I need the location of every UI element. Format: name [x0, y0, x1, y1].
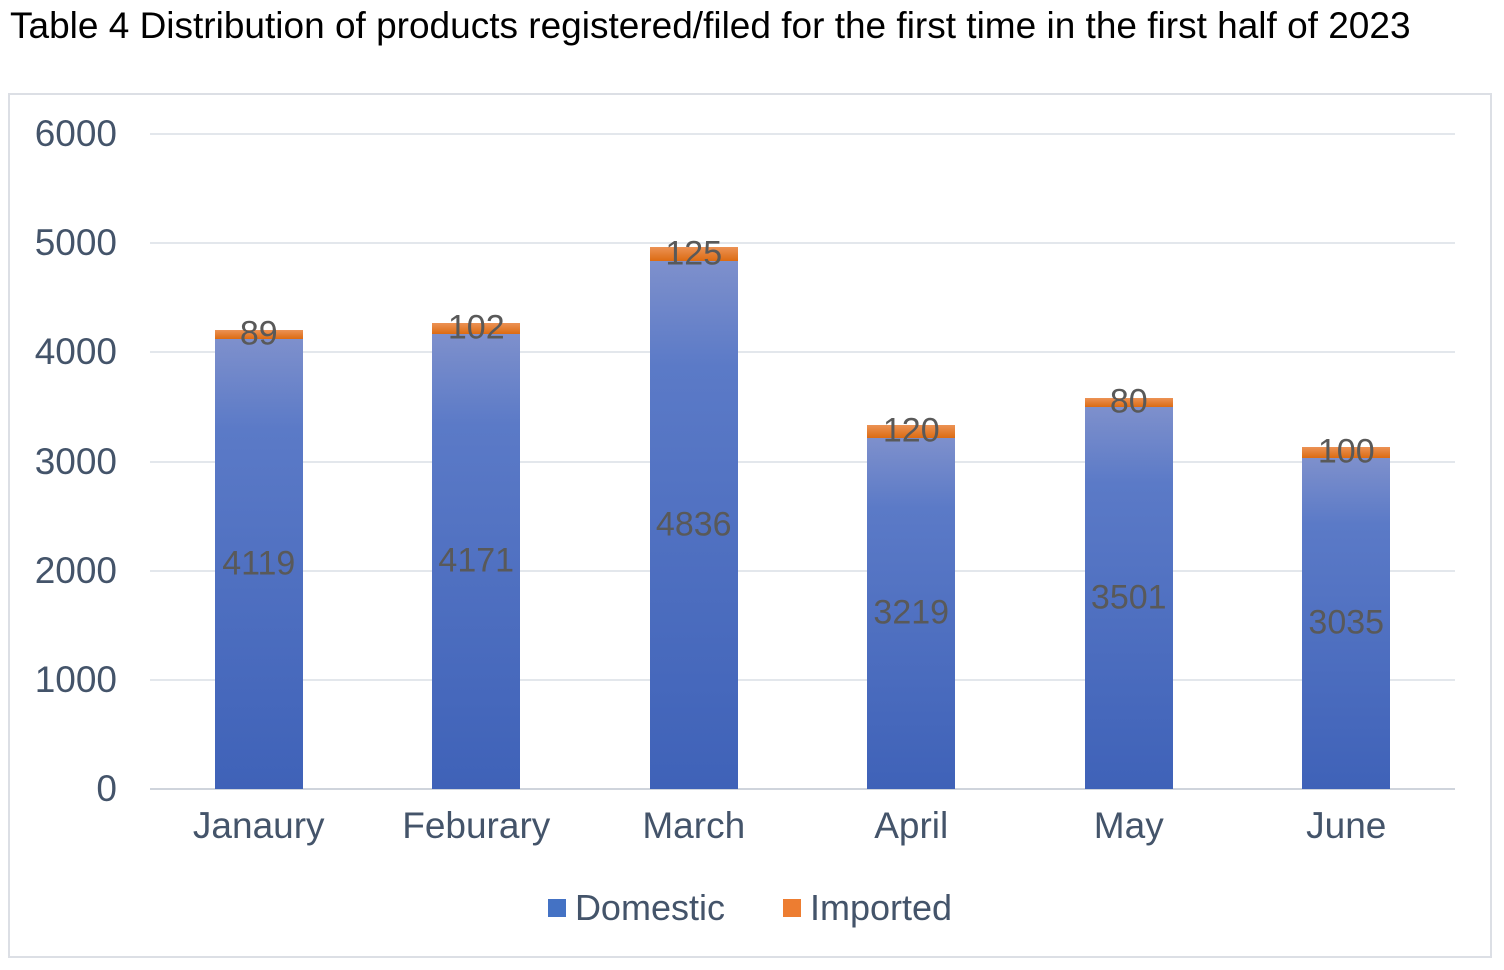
imported-value-label: 80 — [1109, 382, 1148, 421]
domestic-bar-segment: 3035 — [1302, 457, 1391, 789]
domestic-value-label: 4119 — [222, 544, 296, 583]
domestic-value-label: 3501 — [1090, 578, 1167, 617]
domestic-value-label: 4171 — [438, 541, 515, 580]
y-axis: 0 1000 2000 3000 4000 5000 6000 — [10, 113, 117, 809]
imported-value-label: 125 — [665, 234, 723, 273]
legend-domestic-swatch-icon — [547, 899, 566, 917]
stacked-bar: 125 4836 — [649, 235, 738, 789]
stacked-bar: 120 3219 — [867, 412, 956, 789]
gridline — [150, 678, 1455, 681]
imported-bar-segment: 125 — [649, 235, 738, 273]
imported-value-label: 100 — [1317, 432, 1375, 471]
gridline — [150, 569, 1455, 572]
x-axis-category-label: Janaury — [192, 805, 325, 846]
x-axis-category-label: Feburary — [402, 805, 551, 846]
domestic-bar-segment: 4119 — [214, 339, 303, 789]
x-axis: Janaury Feburary March April May June — [150, 805, 1455, 847]
chart-frame: 0 1000 2000 3000 4000 5000 6000 89 4119 102 4171 1… — [8, 93, 1492, 958]
imported-value-label: 89 — [239, 314, 278, 353]
gridline — [150, 242, 1455, 245]
y-axis-tick-label: 2000 — [34, 549, 117, 591]
x-axis-category-label: May — [1093, 805, 1164, 846]
stacked-bar: 102 4171 — [432, 309, 521, 789]
y-axis-tick-label: 4000 — [34, 331, 117, 373]
y-axis-tick-label: 6000 — [34, 113, 117, 154]
bar-group: 89 4119 — [150, 134, 368, 789]
y-axis-tick-label: 5000 — [34, 222, 117, 264]
legend: Domestic Imported — [10, 884, 1490, 932]
plot-area: 89 4119 102 4171 125 4836 120 3219 80 3501 100 3035 — [150, 133, 1456, 790]
imported-bar-segment: 100 — [1302, 433, 1391, 471]
legend-imported-swatch-icon — [782, 899, 801, 917]
legend-item: Domestic — [547, 887, 725, 929]
x-axis-category-label: April — [874, 805, 949, 846]
gridline — [150, 351, 1455, 354]
y-axis-tick-label: 3000 — [34, 440, 117, 482]
domestic-bar-segment: 3501 — [1084, 406, 1173, 789]
bar-group: 120 3219 — [803, 134, 1021, 789]
domestic-bar-segment: 3219 — [867, 437, 956, 789]
bar-group: 125 4836 — [585, 134, 803, 789]
gridline — [150, 133, 1455, 135]
y-axis-tick-label: 0 — [96, 768, 117, 809]
imported-bar-segment: 80 — [1084, 383, 1173, 421]
domestic-value-label: 3035 — [1308, 603, 1385, 642]
domestic-value-label: 3219 — [873, 593, 950, 632]
imported-bar-segment: 120 — [867, 412, 956, 450]
imported-bar-segment: 89 — [214, 315, 303, 353]
x-axis-category-label: June — [1306, 805, 1387, 846]
stacked-bar: 89 4119 — [214, 315, 303, 789]
imported-value-label: 120 — [882, 411, 940, 450]
y-axis-tick-label: 1000 — [34, 658, 117, 700]
x-axis-line — [150, 788, 1455, 790]
legend-item: Imported — [782, 887, 953, 929]
domestic-bar-segment: 4836 — [649, 261, 738, 789]
legend-item-label: Domestic — [574, 887, 725, 928]
bar-group: 102 4171 — [368, 134, 586, 789]
stacked-bar: 100 3035 — [1302, 433, 1391, 789]
imported-value-label: 102 — [447, 308, 505, 347]
domestic-value-label: 4836 — [655, 505, 732, 544]
stacked-bar: 80 3501 — [1084, 383, 1173, 789]
domestic-bar-segment: 4171 — [432, 333, 521, 789]
x-axis-category-label: March — [642, 805, 746, 846]
imported-bar-segment: 102 — [432, 309, 521, 347]
bar-group: 100 3035 — [1238, 134, 1456, 789]
bar-group: 80 3501 — [1020, 134, 1238, 789]
gridline — [150, 460, 1455, 463]
legend-item-label: Imported — [809, 887, 953, 928]
chart-title: Table 4 Distribution of products registe… — [10, 5, 1411, 46]
